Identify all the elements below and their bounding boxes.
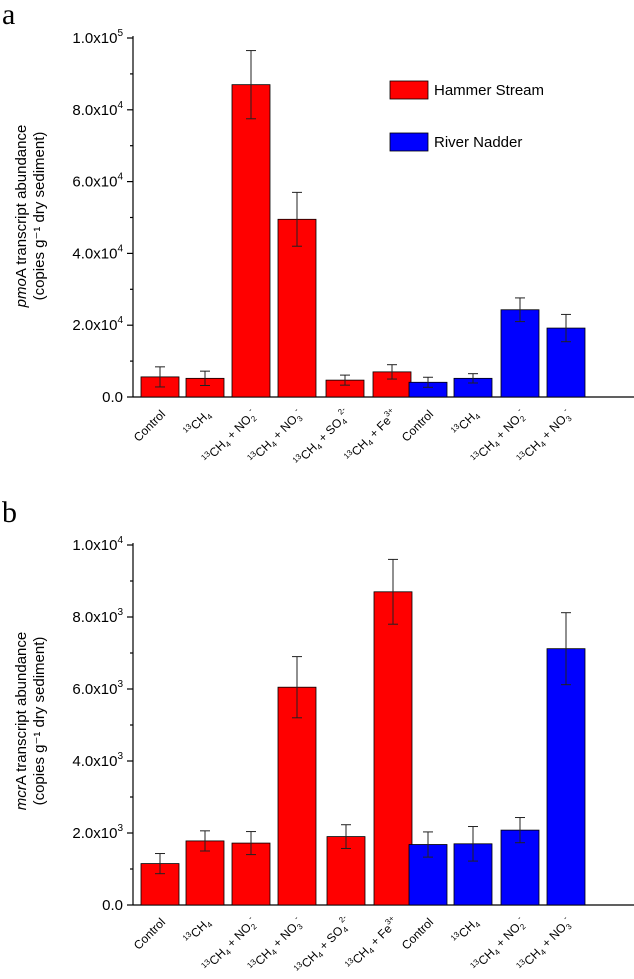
y-tick-label-b-1: 2.0x103 [72,823,123,842]
category-label-b-5: 13CH4 + Fe3+ [342,914,403,975]
panel-a: a pmoA transcript abundance (copies g⁻¹ … [2,0,634,471]
y-axis-label-b-gene: mcr [13,784,30,810]
bar-b-7 [453,843,493,906]
category-label-a-0: Control [131,407,168,444]
y-tick-label-b-4: 8.0x103 [72,607,123,626]
category-label-b-9: 13CH4 + NO3- [514,914,576,976]
category-label-a-1: 13CH4 [181,406,215,440]
y-tick-label-a-3: 6.0x104 [72,172,123,191]
y-axis-label-b-units: (copies g⁻¹ dry sediment) [31,637,48,806]
category-label-a-3: 13CH4 + NO3- [245,406,307,468]
category-label-a-6: Control [399,407,436,444]
bar-a-3 [277,218,317,398]
y-tick-label-a-4: 8.0x104 [72,100,123,119]
y-axis-label-b-rest: A transcript abundance [13,632,30,785]
y-axis-label-a-units: (copies g⁻¹ dry sediment) [31,132,48,301]
y-tick-label-a-0: 0.0 [102,389,123,406]
category-label-b-3: 13CH4 + NO3- [245,914,307,976]
legend-label-0: Hammer Stream [434,82,544,99]
y-axis-label-b: mcrA transcript abundance [13,632,30,810]
bar-a-8 [500,309,540,398]
y-tick-label-a-5: 1.0x105 [72,28,123,47]
category-label-b-4: 13CH4 + SO42- [290,913,356,979]
y-tick-label-b-5: 1.0x104 [72,535,123,554]
category-label-a-7: 13CH4 [449,406,483,440]
category-label-a-5: 13CH4 + Fe3+ [341,406,402,467]
y-tick-label-b-3: 6.0x103 [72,679,123,698]
y-tick-label-a-2: 4.0x104 [72,243,123,262]
category-label-b-7: 13CH4 [449,914,483,948]
bar-a-2 [231,84,271,398]
legend-label-1: River Nadder [434,134,522,151]
y-tick-label-b-2: 4.0x103 [72,751,123,770]
bar-b-9 [546,648,586,906]
y-axis-label-a-rest: A transcript abundance [13,125,30,278]
category-label-b-6: Control [399,915,436,952]
panel-label-b: b [2,496,17,529]
panel-b: b mcrA transcript abundance (copies g⁻¹ … [2,496,634,979]
legend-swatch-0 [389,80,429,100]
panel-label-a: a [2,0,15,31]
y-tick-label-b-0: 0.0 [102,897,123,914]
y-axis-label-a-gene: pmo [13,278,30,308]
bar-b-5 [373,591,413,906]
category-label-b-0: Control [131,915,168,952]
legend-swatch-1 [389,132,429,152]
category-label-a-9: 13CH4 + NO3- [514,406,576,468]
category-label-b-1: 13CH4 [181,914,215,948]
y-axis-label-a: pmoA transcript abundance [13,125,30,309]
category-label-a-4: 13CH4 + SO42- [289,405,355,471]
bar-b-3 [277,686,317,906]
y-tick-label-a-1: 2.0x104 [72,315,123,334]
bar-b-1 [185,840,225,906]
